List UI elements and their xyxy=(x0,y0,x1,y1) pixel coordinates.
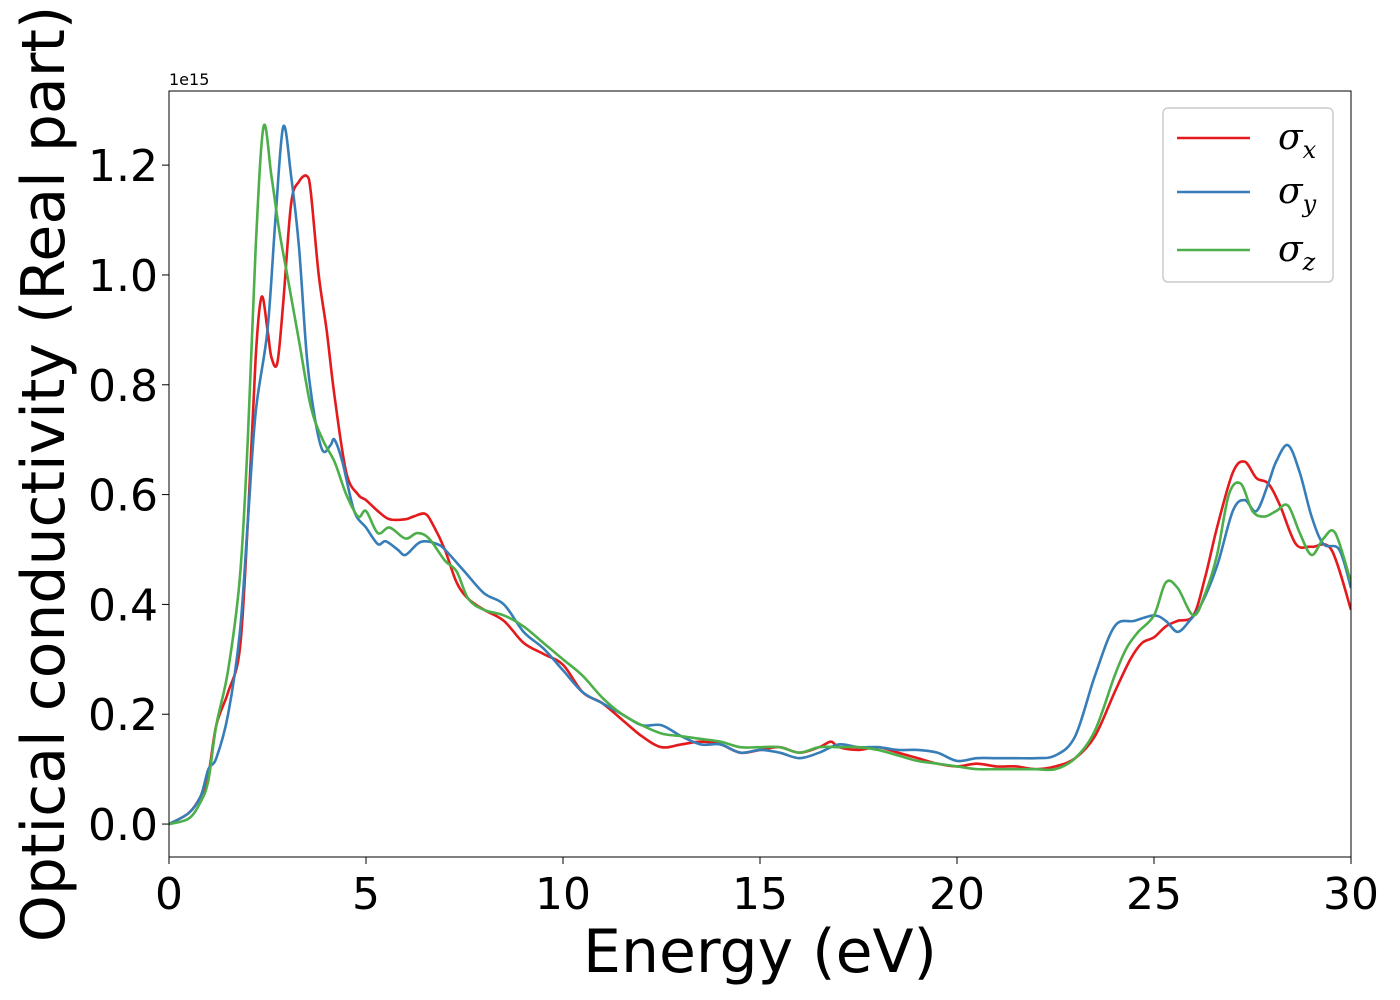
y-tick-label: 1.0 xyxy=(88,251,158,302)
legend-label-sigma-x: σx xyxy=(1278,117,1317,164)
y-tick-label: 0.6 xyxy=(88,471,158,522)
y-axis: 0.0 0.2 0.4 0.6 0.8 1.0 1.2 xyxy=(88,141,169,851)
x-tick-label: 10 xyxy=(535,869,591,920)
x-tick-label: 30 xyxy=(1323,869,1379,920)
legend-frame xyxy=(1162,107,1334,283)
series-line-sigma-x xyxy=(169,174,1351,826)
x-axis-label: Energy (eV) xyxy=(583,917,937,987)
y-tick-label: 0.0 xyxy=(88,800,158,851)
series-line-sigma-z xyxy=(169,123,1351,826)
y-tick-label: 0.8 xyxy=(88,361,158,412)
x-tick-label: 25 xyxy=(1126,869,1182,920)
y-tick-label: 0.2 xyxy=(88,690,158,741)
y-axis-label: Optical conductivity (Real part) xyxy=(9,6,79,943)
legend-label-sigma-z: σz xyxy=(1278,229,1316,276)
x-tick-label: 20 xyxy=(929,869,985,920)
y-axis-offset-label: 1e15 xyxy=(169,70,209,89)
legend-label-sigma-y: σy xyxy=(1278,171,1317,218)
series-line-sigma-y xyxy=(169,124,1351,826)
x-tick-label: 15 xyxy=(732,869,788,920)
legend: σx σy σz xyxy=(1162,107,1334,283)
y-tick-label: 1.2 xyxy=(88,141,158,192)
x-axis: 0 5 10 15 20 25 30 xyxy=(155,857,1379,920)
series-layer xyxy=(169,123,1351,826)
y-tick-label: 0.4 xyxy=(88,580,158,631)
x-tick-label: 0 xyxy=(155,869,183,920)
x-tick-label: 5 xyxy=(352,869,380,920)
